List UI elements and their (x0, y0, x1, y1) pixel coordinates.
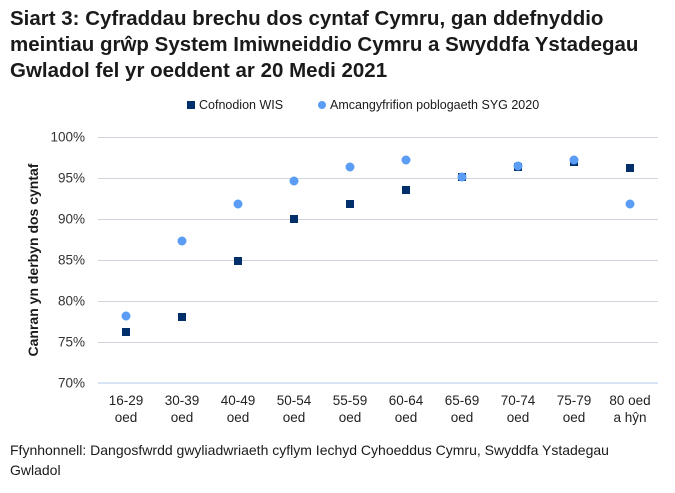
wis-data-point (402, 186, 410, 195)
syg-data-point (121, 311, 131, 321)
x-tick-line1: 65-69 (444, 393, 480, 408)
syg-data-point (513, 161, 523, 171)
x-tick-line2: oed (226, 410, 250, 425)
x-tick-line1: 40-49 (220, 393, 256, 408)
x-tick-label: 50-54 oed (266, 392, 322, 426)
x-tick-line2: oed (282, 410, 306, 425)
x-axis-line (98, 382, 658, 384)
x-tick-line2: oed (114, 410, 138, 425)
x-tick-label: 80 oed a hŷn (602, 392, 658, 426)
x-tick-line1: 60-64 (388, 393, 424, 408)
x-tick-line2: oed (170, 410, 194, 425)
x-tick-line1: 50-54 (276, 393, 312, 408)
x-tick-label: 65-69 oed (434, 392, 490, 426)
wis-data-point (122, 328, 130, 337)
gridline (98, 260, 658, 261)
legend-item-wis: Cofnodion WIS (187, 98, 283, 112)
chart-title: Siart 3: Cyfraddau brechu dos cyntaf Cym… (10, 7, 639, 82)
gridline (98, 301, 658, 302)
legend-label-wis: Cofnodion WIS (199, 98, 284, 112)
wis-data-point (626, 164, 634, 173)
syg-data-point (625, 199, 635, 209)
wis-data-point (178, 313, 186, 322)
syg-data-point (569, 155, 579, 165)
x-tick-line2: oed (338, 410, 362, 425)
circle-marker-icon (318, 101, 326, 109)
y-axis-label: Canran yn derbyn dos cyntaf (25, 163, 41, 357)
x-tick-line1: 70-74 (500, 393, 536, 408)
x-tick-label: 40-49 oed (210, 392, 266, 426)
x-tick-line2: oed (562, 410, 586, 425)
syg-data-point (345, 162, 355, 172)
syg-data-point (177, 236, 187, 246)
legend-label-syg: Amcangyfrifion poblogaeth SYG 2020 (330, 98, 540, 112)
gridline (98, 178, 658, 179)
x-tick-line1: 75-79 (556, 393, 592, 408)
gridline (98, 342, 658, 343)
x-tick-line2: oed (506, 410, 530, 425)
x-tick-line2: oed (450, 410, 474, 425)
x-tick-line1: 16-29 (108, 393, 144, 408)
x-tick-line1: 80 oed (609, 393, 651, 408)
wis-data-point (346, 200, 354, 209)
wis-data-point (234, 256, 242, 265)
syg-data-point (233, 199, 243, 209)
y-tick-label: 85% (57, 252, 85, 268)
y-tick-label: 100% (50, 129, 85, 145)
x-tick-label: 30-39 oed (154, 392, 210, 426)
x-tick-line1: 30-39 (164, 393, 200, 408)
x-tick-label: 75-79 oed (546, 392, 602, 426)
x-tick-label: 16-29 oed (98, 392, 154, 426)
source-note: Ffynhonnell: Dangosfwrdd gwyliadwriaeth … (10, 442, 609, 478)
syg-data-point (457, 172, 467, 182)
y-tick-label: 90% (57, 211, 85, 227)
wis-data-point (290, 215, 298, 223)
y-tick-label: 80% (57, 293, 85, 309)
syg-data-point (289, 176, 299, 186)
y-tick-label: 70% (57, 375, 85, 391)
syg-data-point (401, 155, 411, 165)
x-tick-label: 70-74 oed (490, 392, 546, 426)
x-tick-line2: a hŷn (613, 410, 647, 425)
x-tick-line2: oed (394, 410, 418, 425)
y-tick-label: 95% (57, 170, 85, 186)
gridline (98, 219, 658, 220)
gridline (98, 137, 658, 138)
square-marker-icon (187, 101, 195, 109)
x-tick-label: 60-64 oed (378, 392, 434, 426)
y-tick-label: 75% (57, 334, 85, 350)
x-tick-line1: 55-59 (332, 393, 368, 408)
legend-item-syg: Amcangyfrifion poblogaeth SYG 2020 (318, 98, 539, 112)
x-tick-label: 55-59 oed (322, 392, 378, 426)
